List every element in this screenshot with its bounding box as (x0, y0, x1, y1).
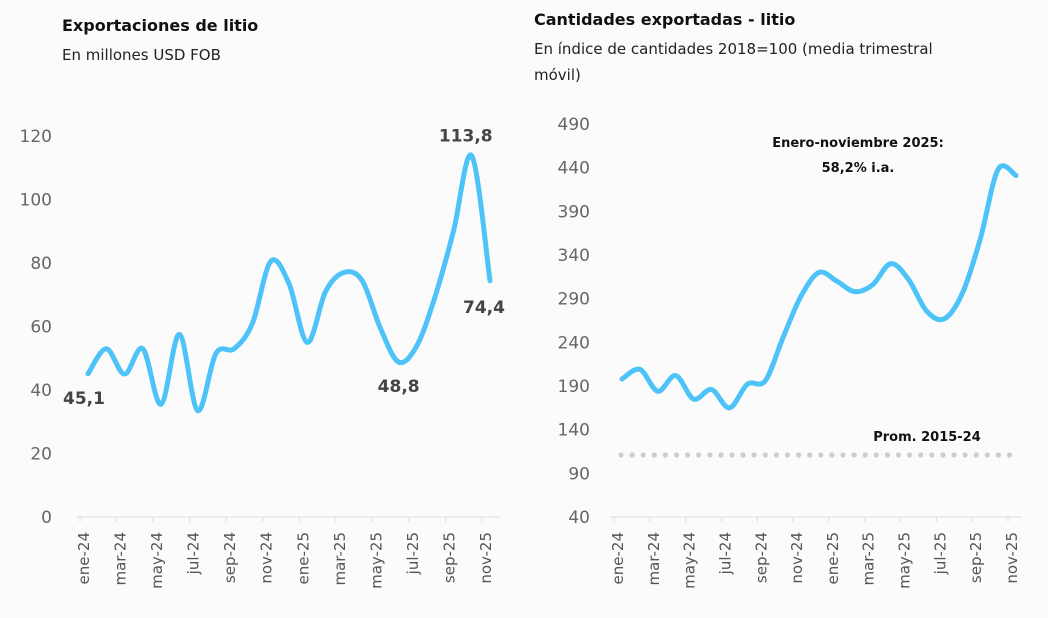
left-y-tick-label: 20 (30, 445, 52, 465)
right-y-tick-label: 40 (568, 508, 590, 528)
right-average-dot (884, 452, 891, 458)
right-y-tick-label: 290 (558, 290, 590, 310)
left-y-tick-label: 40 (30, 381, 52, 401)
left-data-label: 45,1 (63, 389, 105, 409)
left-x-tick-label: nov-25 (477, 532, 495, 584)
right-average-dot (751, 452, 757, 458)
right-average-dot (707, 452, 713, 458)
right-y-tick-label: 90 (568, 464, 590, 484)
right-average-dot (929, 452, 935, 458)
left-y-tick-label: 120 (20, 127, 52, 147)
right-average-dot (995, 452, 1002, 458)
right-x-tick-label: ene-25 (824, 532, 842, 584)
right-average-dot (862, 452, 868, 458)
right-x-tick-label: jul-24 (716, 532, 734, 575)
right-y-tick-label: 490 (558, 115, 590, 135)
right-y-tick-label: 340 (558, 246, 590, 266)
right-average-dot (973, 452, 979, 458)
right-x-tick-label: nov-24 (788, 532, 806, 584)
right-y-tick-label: 190 (558, 377, 590, 397)
left-x-tick-label: ene-24 (75, 532, 93, 584)
right-average-dot (651, 452, 657, 458)
left-x-tick-label: jul-24 (185, 532, 203, 575)
left-chart-subtitle: En millones USD FOB (62, 46, 221, 64)
right-series-line (619, 163, 1019, 411)
right-average-dot (773, 452, 780, 458)
right-average-dot (940, 452, 946, 458)
right-average-dot (918, 452, 924, 458)
left-x-tick-label: ene-25 (294, 532, 312, 584)
right-average-dot (873, 452, 879, 458)
right-y-tick-label: 140 (558, 421, 590, 441)
right-average-dot (784, 452, 791, 458)
left-x-tick-label: sep-24 (221, 532, 239, 583)
left-y-tick-label: 80 (30, 254, 52, 274)
right-x-tick-label: jul-25 (931, 532, 949, 575)
right-average-dot (796, 452, 802, 458)
right-average-dot (640, 452, 646, 458)
left-series-line (85, 152, 493, 414)
right-average-dot (984, 452, 990, 458)
left-x-tick-label: mar-24 (112, 532, 130, 586)
right-average-dot (718, 452, 724, 458)
right-average-dot (729, 452, 735, 458)
right-average-dot (685, 452, 691, 458)
right-annotation-period: Enero-noviembre 2025: (772, 136, 944, 151)
right-x-tick-label: sep-24 (752, 532, 770, 583)
right-average-dot (840, 452, 846, 458)
left-y-tick-label: 60 (30, 318, 52, 338)
right-average-dot (673, 452, 680, 458)
right-average-dot (851, 452, 857, 458)
left-x-tick-label: nov-24 (258, 532, 276, 584)
right-x-tick-label: mar-24 (645, 532, 663, 586)
right-average-dot (818, 452, 824, 458)
right-x-tick-label: ene-24 (609, 532, 627, 584)
right-x-tick-label: mar-25 (860, 532, 878, 586)
right-average-dot (962, 452, 968, 458)
right-average-dot (662, 452, 669, 458)
right-chart-subtitle-line2: móvil) (534, 66, 581, 84)
right-average-dot (1006, 452, 1013, 458)
left-data-label: 74,4 (463, 298, 505, 318)
right-average-dot (907, 452, 913, 458)
right-average-dot (895, 452, 902, 458)
left-y-tick-label: 100 (20, 191, 52, 211)
right-average-dot (951, 452, 957, 458)
right-x-tick-label: may-25 (896, 532, 914, 589)
left-x-tick-label: mar-25 (331, 532, 349, 586)
left-data-label: 48,8 (378, 377, 420, 397)
left-x-tick-label: may-24 (148, 532, 166, 589)
left-x-tick-label: sep-25 (440, 532, 458, 583)
left-data-label: 113,8 (439, 127, 493, 147)
right-x-tick-label: nov-25 (1003, 532, 1021, 584)
right-x-tick-label: may-24 (681, 532, 699, 589)
right-y-tick-label: 390 (558, 202, 590, 222)
right-y-tick-label: 440 (558, 159, 590, 179)
left-chart-title: Exportaciones de litio (62, 16, 259, 35)
left-x-tick-label: may-25 (367, 532, 385, 589)
right-average-dot (829, 452, 835, 458)
right-chart-subtitle-line1: En índice de cantidades 2018=100 (media … (534, 40, 933, 58)
right-annotation-growth: 58,2% i.a. (822, 161, 895, 176)
right-average-dot (618, 452, 624, 458)
right-average-dot (807, 452, 813, 458)
right-y-tick-label: 240 (558, 333, 590, 353)
right-x-tick-label: sep-25 (967, 532, 985, 583)
right-average-dot (696, 452, 702, 458)
right-average-dot (740, 452, 746, 458)
right-average-dot (762, 452, 768, 458)
right-chart-subtitle: En índice de cantidades 2018=100 (media … (534, 36, 933, 88)
right-average-dot (629, 452, 635, 458)
right-average-label: Prom. 2015-24 (873, 430, 981, 445)
left-x-tick-label: jul-25 (404, 532, 422, 575)
left-y-tick-label: 0 (41, 508, 52, 528)
right-chart-title: Cantidades exportadas - litio (534, 10, 796, 29)
